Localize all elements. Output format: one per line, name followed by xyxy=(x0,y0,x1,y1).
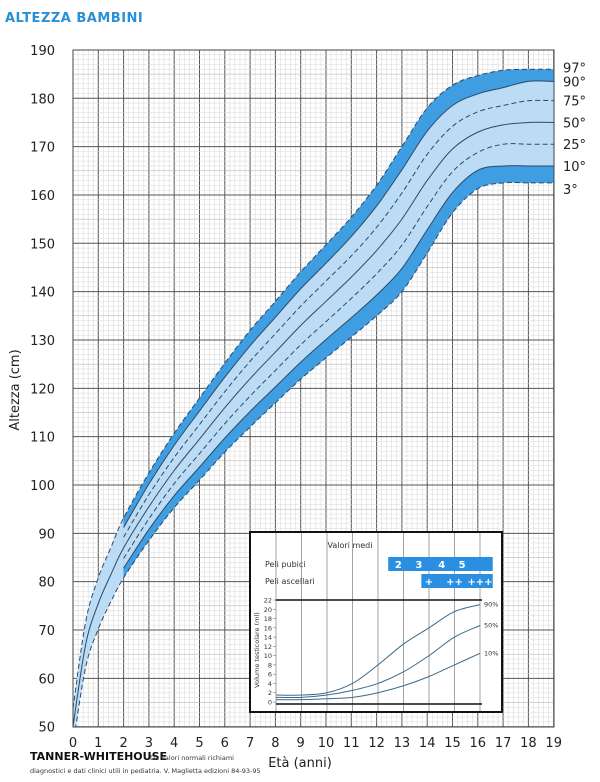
y-tick-label: 140 xyxy=(30,286,55,301)
percentile-line-50 xyxy=(73,121,554,727)
x-tick-label: 7 xyxy=(246,736,254,751)
inset-y-tick: 2 xyxy=(268,689,272,697)
percentile-line-10 xyxy=(123,165,554,569)
percentile-label: 90° xyxy=(563,75,586,90)
stage-mark: + xyxy=(425,577,433,588)
inset-series-label: 10% xyxy=(484,649,498,657)
y-tick-label: 160 xyxy=(30,189,55,204)
x-tick-label: 15 xyxy=(444,736,461,751)
x-tick-label: 0 xyxy=(69,736,77,751)
inset-series-label: 50% xyxy=(484,622,498,630)
inset-y-tick: 14 xyxy=(264,634,272,642)
y-tick-label: 70 xyxy=(38,624,55,639)
inset-line-50 xyxy=(275,625,481,699)
grid xyxy=(72,49,555,728)
x-tick-label: 1 xyxy=(94,736,102,751)
y-tick-label: 60 xyxy=(38,672,55,687)
y-tick-label: 150 xyxy=(30,237,55,252)
stage-mark: 2 xyxy=(395,560,402,571)
x-tick-label: 12 xyxy=(368,736,385,751)
x-tick-label: 9 xyxy=(297,736,305,751)
inset-y-label: Volume testicolare (ml) xyxy=(253,612,261,688)
y-tick-label: 100 xyxy=(30,479,55,494)
y-tick-label: 50 xyxy=(38,721,55,736)
chart-title: ALTEZZA BAMBINI xyxy=(5,11,143,26)
inset-y-tick: 12 xyxy=(264,643,272,651)
x-tick-label: 11 xyxy=(343,736,360,751)
percentile-label: 97° xyxy=(563,61,586,76)
inset-title: Valori medi xyxy=(328,541,373,550)
stage-mark: ++ xyxy=(446,577,463,588)
x-tick-label: 2 xyxy=(119,736,127,751)
band-3-10 xyxy=(123,165,554,578)
x-tick-label: 16 xyxy=(470,736,487,751)
inset-y-tick: 10 xyxy=(264,652,272,660)
inset-y-tick: 22 xyxy=(264,597,272,605)
x-tick-label: 4 xyxy=(170,736,178,751)
y-axis-label: Altezza (cm) xyxy=(8,349,23,430)
percentile-label: 75° xyxy=(563,95,586,110)
band-10-90 xyxy=(123,80,554,569)
x-tick-label: 17 xyxy=(495,736,512,751)
y-tick-label: 130 xyxy=(30,334,55,349)
y-tick-label: 190 xyxy=(30,44,55,59)
inset-series-label: 90% xyxy=(484,601,498,609)
percentile-label: 3° xyxy=(563,183,578,198)
footer-note-1: Da valori normali richiami xyxy=(150,754,234,762)
x-tick-label: 19 xyxy=(545,736,562,751)
percentile-line-90 xyxy=(123,80,554,528)
x-tick-label: 10 xyxy=(318,736,335,751)
inset-y-tick: 4 xyxy=(268,680,272,688)
x-tick-label: 5 xyxy=(195,736,203,751)
footer-note-2: diagnostici e dati clinici utili in pedi… xyxy=(30,767,261,775)
percentile-line-3 xyxy=(75,181,554,727)
stage-mark: +++ xyxy=(467,577,492,588)
y-tick-label: 90 xyxy=(38,527,55,542)
inset-y-tick: 16 xyxy=(264,624,272,632)
stage-label: Peli ascellari xyxy=(265,577,315,586)
percentile-label: 50° xyxy=(563,116,586,131)
stage-bar xyxy=(421,574,493,588)
x-tick-label: 3 xyxy=(145,736,153,751)
y-tick-label: 110 xyxy=(30,431,55,446)
x-tick-label: 6 xyxy=(221,736,229,751)
testicular-volume-inset: Valori medi Peli pubici 2 3 4 5 Peli ascellari… xyxy=(249,531,503,713)
x-tick-label: 8 xyxy=(271,736,279,751)
stage-label: Peli pubici xyxy=(265,560,306,569)
x-axis-label: Età (anni) xyxy=(268,756,332,771)
percentile-line-25 xyxy=(123,143,554,559)
stage-bar xyxy=(388,557,493,571)
x-tick-label: 14 xyxy=(419,736,436,751)
band-infant xyxy=(73,517,124,727)
stage-mark: 5 xyxy=(459,560,466,571)
inset-line-90 xyxy=(275,604,481,696)
percentile-label: 25° xyxy=(563,138,586,153)
x-tick-label: 18 xyxy=(520,736,537,751)
percentile-line-97 xyxy=(73,68,554,709)
inset-line-10 xyxy=(275,652,481,701)
percentile-label: 10° xyxy=(563,160,586,175)
stage-mark: 4 xyxy=(438,560,445,571)
inset-y-tick: 0 xyxy=(268,699,272,707)
footer-source: TANNER-WHITEHOUSE xyxy=(30,750,167,763)
y-tick-label: 180 xyxy=(30,92,55,107)
percentile-bands xyxy=(73,69,554,727)
plot-frame xyxy=(72,49,555,728)
percentile-lines xyxy=(73,68,554,727)
inset-y-tick: 18 xyxy=(264,615,272,623)
x-tick-label: 13 xyxy=(394,736,411,751)
inset-y-tick: 8 xyxy=(268,661,272,669)
inset-y-tick: 20 xyxy=(264,606,272,614)
y-tick-label: 170 xyxy=(30,141,55,156)
y-tick-label: 120 xyxy=(30,382,55,397)
y-tick-label: 80 xyxy=(38,576,55,591)
percentile-line-75 xyxy=(123,99,554,538)
stage-mark: 3 xyxy=(415,560,422,571)
inset-y-tick: 6 xyxy=(268,671,272,679)
